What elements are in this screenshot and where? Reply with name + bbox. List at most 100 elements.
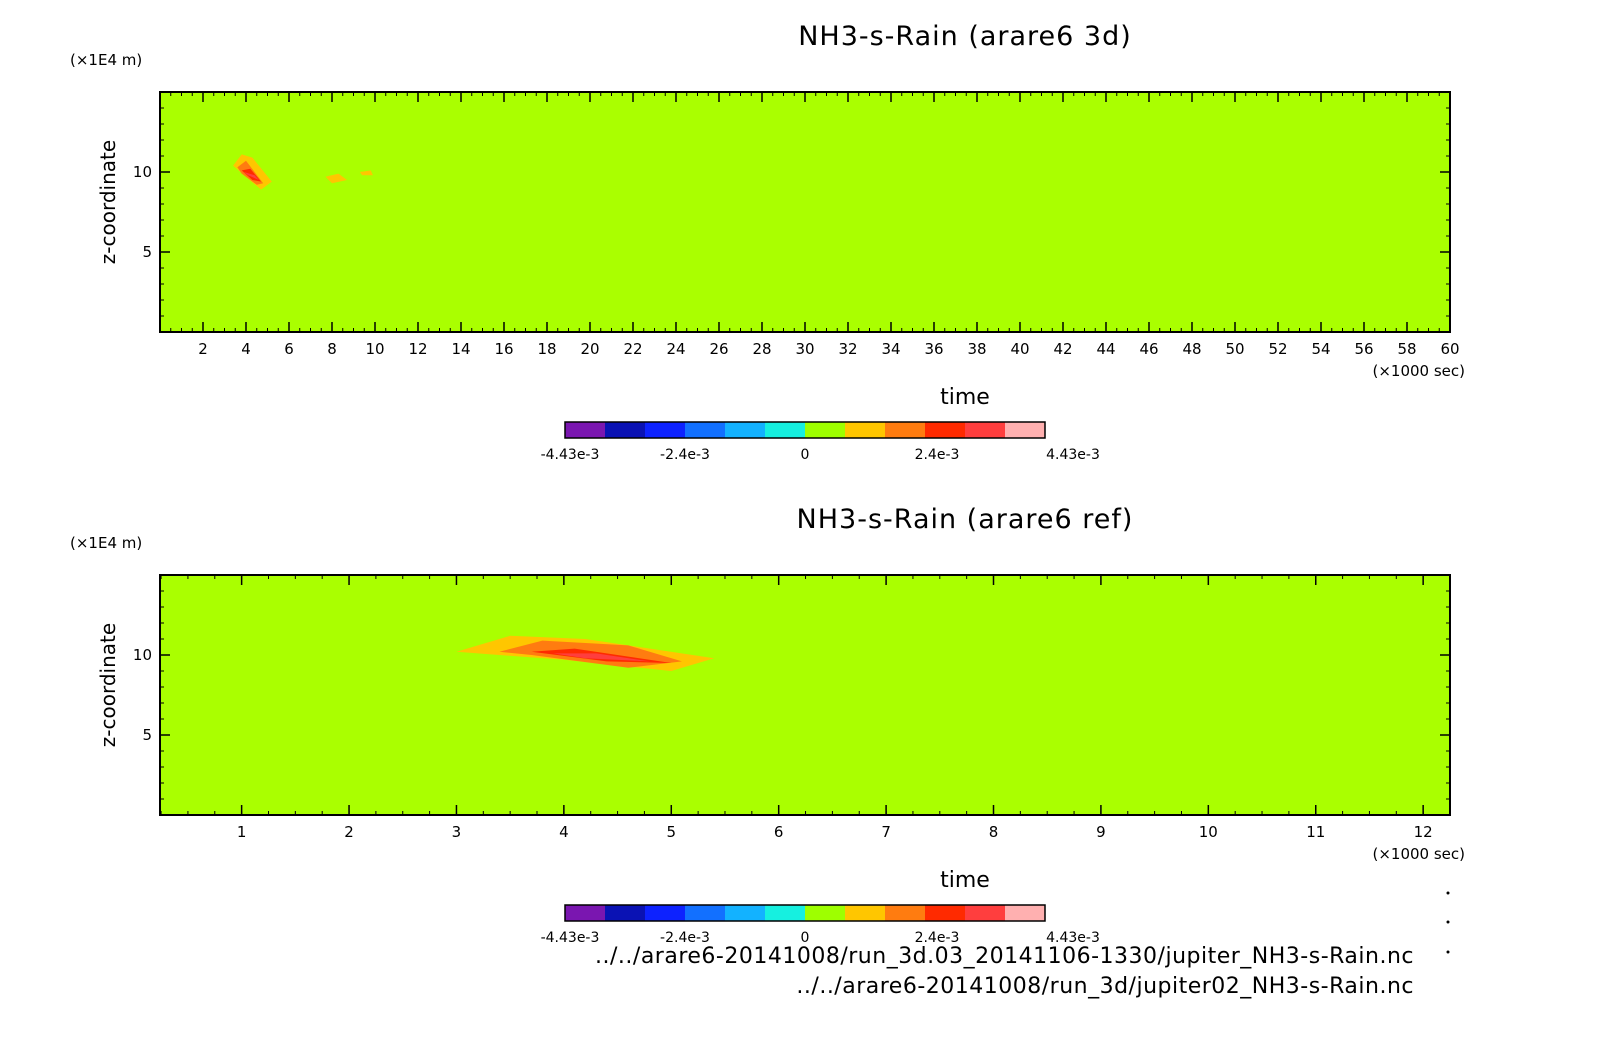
y-tick-label-ref: 10 [133,646,152,664]
colorbar-tick-label-3d: 2.4e-3 [915,447,960,463]
y-unit-label-3d: (×1E4 m) [70,51,142,69]
x-tick-label-3d: 26 [709,340,728,358]
colorbar-segment-3d [805,422,845,438]
colorbar-segment-ref [925,905,965,921]
contour-region-3d-5 [359,170,373,176]
colorbar-segment-ref [605,905,645,921]
x-unit-label-3d: (×1000 sec) [1372,362,1465,380]
x-tick-label-3d: 28 [752,340,771,358]
x-tick-label-3d: 16 [494,340,513,358]
x-tick-label-3d: 18 [537,340,556,358]
x-tick-label-3d: 52 [1268,340,1287,358]
x-tick-label-ref: 7 [881,823,891,841]
colorbar-tick-label-3d: 0 [801,447,810,463]
colorbar-segment-ref [725,905,765,921]
colorbar-segment-3d [765,422,805,438]
x-tick-label-3d: 10 [365,340,384,358]
y-tick-label-3d: 10 [133,163,152,181]
x-tick-label-3d: 32 [838,340,857,358]
y-axis-title-ref: z-coordinate [96,623,120,747]
x-tick-label-3d: 42 [1053,340,1072,358]
colorbar-segment-3d [605,422,645,438]
x-tick-label-3d: 40 [1010,340,1029,358]
decorative-dot [1446,891,1450,895]
y-tick-label-3d: 5 [142,243,152,261]
colorbar-segment-3d [685,422,725,438]
x-tick-label-ref: 2 [344,823,354,841]
x-tick-label-3d: 56 [1354,340,1373,358]
x-tick-label-3d: 30 [795,340,814,358]
x-tick-label-3d: 44 [1096,340,1115,358]
colorbar-frame-3d [564,421,1046,439]
x-tick-label-3d: 12 [408,340,427,358]
colorbar-segment-3d [565,422,605,438]
y-tick-label-ref: 5 [142,726,152,744]
x-tick-label-3d: 24 [666,340,685,358]
colorbar-segment-3d [1005,422,1045,438]
x-tick-label-ref: 5 [667,823,677,841]
x-tick-label-ref: 9 [1096,823,1106,841]
x-tick-label-3d: 22 [623,340,642,358]
x-tick-label-ref: 12 [1414,823,1433,841]
colorbar-segment-ref [965,905,1005,921]
x-tick-label-ref: 6 [774,823,784,841]
x-tick-label-3d: 4 [241,340,251,358]
x-tick-label-ref: 11 [1306,823,1325,841]
colorbar-segment-ref [805,905,845,921]
x-tick-label-3d: 38 [967,340,986,358]
x-tick-label-3d: 54 [1311,340,1330,358]
colorbar-segment-ref [645,905,685,921]
colorbar-frame-ref [564,904,1046,922]
colorbar-segment-ref [685,905,725,921]
x-tick-label-3d: 14 [451,340,470,358]
colorbar-segment-ref [1005,905,1045,921]
colorbar-tick-label-3d: -4.43e-3 [541,447,600,463]
plot-frame-ref [159,574,1451,816]
field-background-3d [160,92,1450,332]
colorbar-segment-3d [725,422,765,438]
x-tick-label-3d: 46 [1139,340,1158,358]
colorbar-segment-ref [845,905,885,921]
y-unit-label-ref: (×1E4 m) [70,534,142,552]
x-axis-title-ref: time [940,868,990,893]
colorbar-segment-3d [925,422,965,438]
x-tick-label-3d: 20 [580,340,599,358]
x-tick-label-3d: 58 [1397,340,1416,358]
colorbar-segment-3d [645,422,685,438]
contour-region-3d-4 [325,173,347,184]
colorbar-segment-3d [845,422,885,438]
colorbar-segment-3d [965,422,1005,438]
colorbar-tick-label-ref: -4.43e-3 [541,930,600,946]
x-tick-label-ref: 3 [452,823,462,841]
colorbar-tick-label-ref: 2.4e-3 [915,930,960,946]
x-tick-label-3d: 50 [1225,340,1244,358]
x-tick-label-ref: 8 [989,823,999,841]
contour-region-3d-3 [243,172,259,180]
decorative-dot [1446,950,1450,954]
x-tick-label-ref: 4 [559,823,569,841]
x-tick-label-3d: 48 [1182,340,1201,358]
source-file-path-3d: ../../arare6-20141008/run_3d.03_20141106… [595,944,1414,969]
colorbar-tick-label-ref: 0 [801,930,810,946]
colorbar-tick-label-3d: 4.43e-3 [1046,447,1100,463]
colorbar-tick-label-ref: -2.4e-3 [660,930,710,946]
x-tick-label-3d: 34 [881,340,900,358]
x-tick-label-3d: 2 [198,340,208,358]
chart-title-ref: NH3-s-Rain (arare6 ref) [797,504,1134,535]
x-tick-label-3d: 8 [327,340,337,358]
colorbar-segment-ref [765,905,805,921]
x-tick-label-3d: 6 [284,340,294,358]
field-background-ref [160,575,1450,815]
x-tick-label-3d: 60 [1440,340,1459,358]
x-axis-title-3d: time [940,385,990,410]
x-tick-label-3d: 36 [924,340,943,358]
y-axis-title-3d: z-coordinate [96,140,120,264]
colorbar-segment-ref [565,905,605,921]
x-tick-label-ref: 1 [237,823,247,841]
x-tick-label-ref: 10 [1199,823,1218,841]
colorbar-tick-label-ref: 4.43e-3 [1046,930,1100,946]
chart-title-3d: NH3-s-Rain (arare6 3d) [798,21,1132,52]
colorbar-segment-ref [885,905,925,921]
decorative-dot [1446,920,1450,924]
